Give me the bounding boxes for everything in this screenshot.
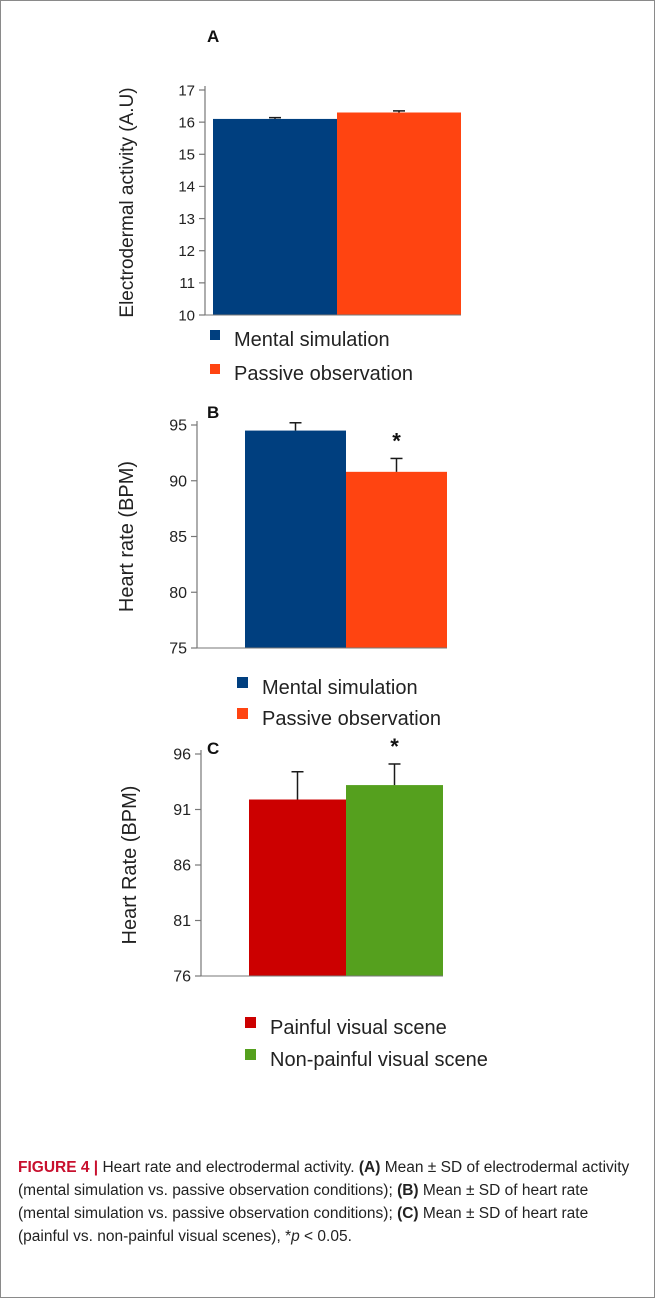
panel-c-y-tick-label: 86 [173, 858, 191, 875]
caption-figure-number: FIGURE 4 | [18, 1159, 99, 1176]
panel-a-legend-label-2: Passive observation [234, 363, 413, 385]
figure-caption: FIGURE 4 | Heart rate and electrodermal … [18, 1156, 642, 1248]
figure-chart-area: A Electrodermal activity (A.U) 10 11 12 13 14 1… [116, 27, 488, 1071]
panel-b-y-tick-label: 95 [169, 418, 187, 435]
panel-c-bar-2 [346, 785, 443, 976]
panel-a-y-tick-label: 15 [178, 147, 195, 164]
panel-c-legend-label-2: Non-painful visual scene [270, 1049, 488, 1071]
panel-c-y-axis-title: Heart Rate (BPM) [119, 786, 141, 945]
panel-a-legend-swatch-2 [210, 364, 220, 374]
panel-b-bar-2 [346, 471, 447, 648]
panel-a-bar-1 [213, 118, 337, 315]
panel-c-bar-1 [249, 799, 346, 976]
panel-c-label: C [207, 739, 219, 758]
caption-title: Heart rate and electrodermal activity. [98, 1159, 359, 1176]
panel-c-significance-marker: * [390, 734, 399, 759]
panel-a-y-tick-label: 13 [178, 211, 195, 228]
panel-a-y-tick-label: 11 [179, 275, 195, 292]
caption-c-label: (C) [397, 1205, 419, 1222]
panel-a-y-tick-label: 17 [178, 82, 195, 99]
panel-a-y-tick-label: 16 [178, 114, 195, 131]
panel-a-legend-label-1: Mental simulation [234, 329, 390, 351]
panel-b-legend-label-1: Mental simulation [262, 677, 418, 699]
panel-c-y-tick-label: 91 [173, 802, 191, 819]
caption-p-symbol: p [291, 1228, 300, 1245]
panel-a-label: A [207, 27, 219, 46]
panel-b-legend-label-2: Passive observation [262, 708, 441, 730]
caption-a-text: Mean ± SD of electrodermal activity (men… [18, 1159, 630, 1199]
panel-b-y-tick-label: 75 [169, 641, 187, 658]
panel-a-y-tick-label: 12 [178, 243, 195, 260]
panel-b-y-tick-label: 85 [169, 529, 187, 546]
panel-a-bar-2 [337, 112, 461, 315]
panel-c-legend-swatch-2 [245, 1049, 256, 1060]
panel-b-legend-swatch-2 [237, 708, 248, 719]
panel-c-legend-label-1: Painful visual scene [270, 1017, 447, 1039]
panel-b-legend-swatch-1 [237, 677, 248, 688]
panel-c-y-tick-label: 76 [173, 969, 191, 986]
panel-c-y-tick-label: 96 [173, 747, 191, 764]
caption-a-label: (A) [358, 1159, 381, 1176]
panel-a-legend-swatch-1 [210, 330, 220, 340]
panel-a-y-tick-label: 14 [178, 179, 195, 196]
caption-b-label: (B) [397, 1182, 419, 1199]
panel-c-legend-swatch-1 [245, 1017, 256, 1028]
caption-p-text: < 0.05. [299, 1228, 352, 1245]
panel-b-y-tick-label: 80 [169, 585, 187, 602]
panel-a-y-tick-label: 10 [178, 307, 195, 324]
caption-b-text: Mean ± SD of heart rate (mental simulati… [18, 1182, 589, 1222]
panel-b-y-tick-label: 90 [169, 473, 187, 490]
panel-a-y-axis-title: Electrodermal activity (A.U) [117, 87, 138, 317]
panel-b-label: B [207, 403, 219, 422]
caption-c-text: Mean ± SD of heart rate (painful vs. non… [18, 1205, 589, 1245]
panel-b-y-axis-title: Heart rate (BPM) [116, 461, 138, 612]
panel-b-bar-1 [245, 430, 346, 648]
panel-c-y-tick-label: 81 [173, 913, 191, 930]
panel-b-significance-marker: * [392, 428, 401, 453]
